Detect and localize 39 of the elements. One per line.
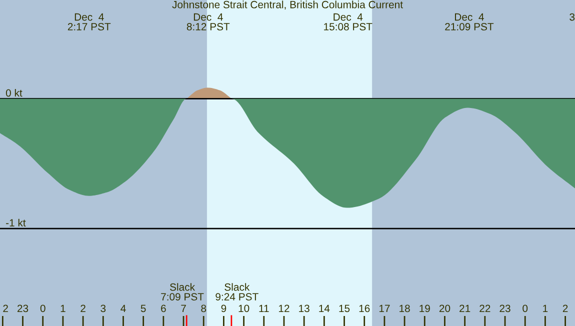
x-tick-label: 17 [379, 304, 390, 312]
x-tick-label: 18 [400, 304, 410, 312]
x-tick-label: 2 [80, 304, 86, 312]
x-tick-label: 2 [562, 304, 568, 312]
x-tick-label: 23 [500, 304, 510, 312]
y-tick-label: 0 kt [6, 89, 22, 97]
x-tick-label: 20 [439, 304, 450, 312]
x-tick-label: 1 [60, 304, 66, 312]
annotation: Dec 4 8:12 PST [186, 13, 230, 30]
x-tick-label: 0 [522, 304, 528, 312]
x-tick-label: 23 [18, 304, 28, 312]
x-tick-label: 4 [120, 304, 126, 312]
x-tick-label: 7 [181, 304, 186, 312]
annotation: 3 [570, 13, 575, 21]
annotation: Dec 4 2:17 PST [68, 13, 111, 30]
x-tick-label: 1 [543, 304, 548, 312]
annotation: Dec 4 21:09 PST [445, 13, 494, 30]
x-tick-label: 21 [460, 304, 470, 312]
x-tick-label: 16 [359, 304, 370, 312]
x-tick-label: 13 [299, 304, 310, 312]
x-tick-label: 19 [420, 304, 430, 312]
annotation: Slack 7:09 PST [161, 283, 204, 300]
y-tick-label: -1 kt [6, 218, 26, 227]
x-tick-label: 12 [278, 304, 290, 312]
annotation: Dec 4 15:08 PST [324, 13, 372, 30]
x-tick-label: 22 [480, 304, 490, 312]
x-tick-label: 14 [319, 304, 330, 312]
annotation: Slack 9:24 PST [216, 283, 258, 300]
x-tick-label: 3 [100, 304, 106, 312]
x-tick-label: 9 [221, 304, 226, 312]
x-tick-label: 6 [161, 304, 166, 312]
x-tick-label: 5 [140, 304, 146, 312]
x-tick-label: 8 [201, 304, 206, 312]
chart-title: Johnstone Strait Central, British Columbia Current [172, 0, 403, 10]
x-tick-label: 15 [339, 304, 350, 312]
x-tick-label: 10 [238, 304, 250, 312]
x-tick-label: 2 [3, 304, 8, 312]
x-tick-label: 11 [259, 304, 269, 312]
x-tick-label: 0 [40, 304, 46, 312]
